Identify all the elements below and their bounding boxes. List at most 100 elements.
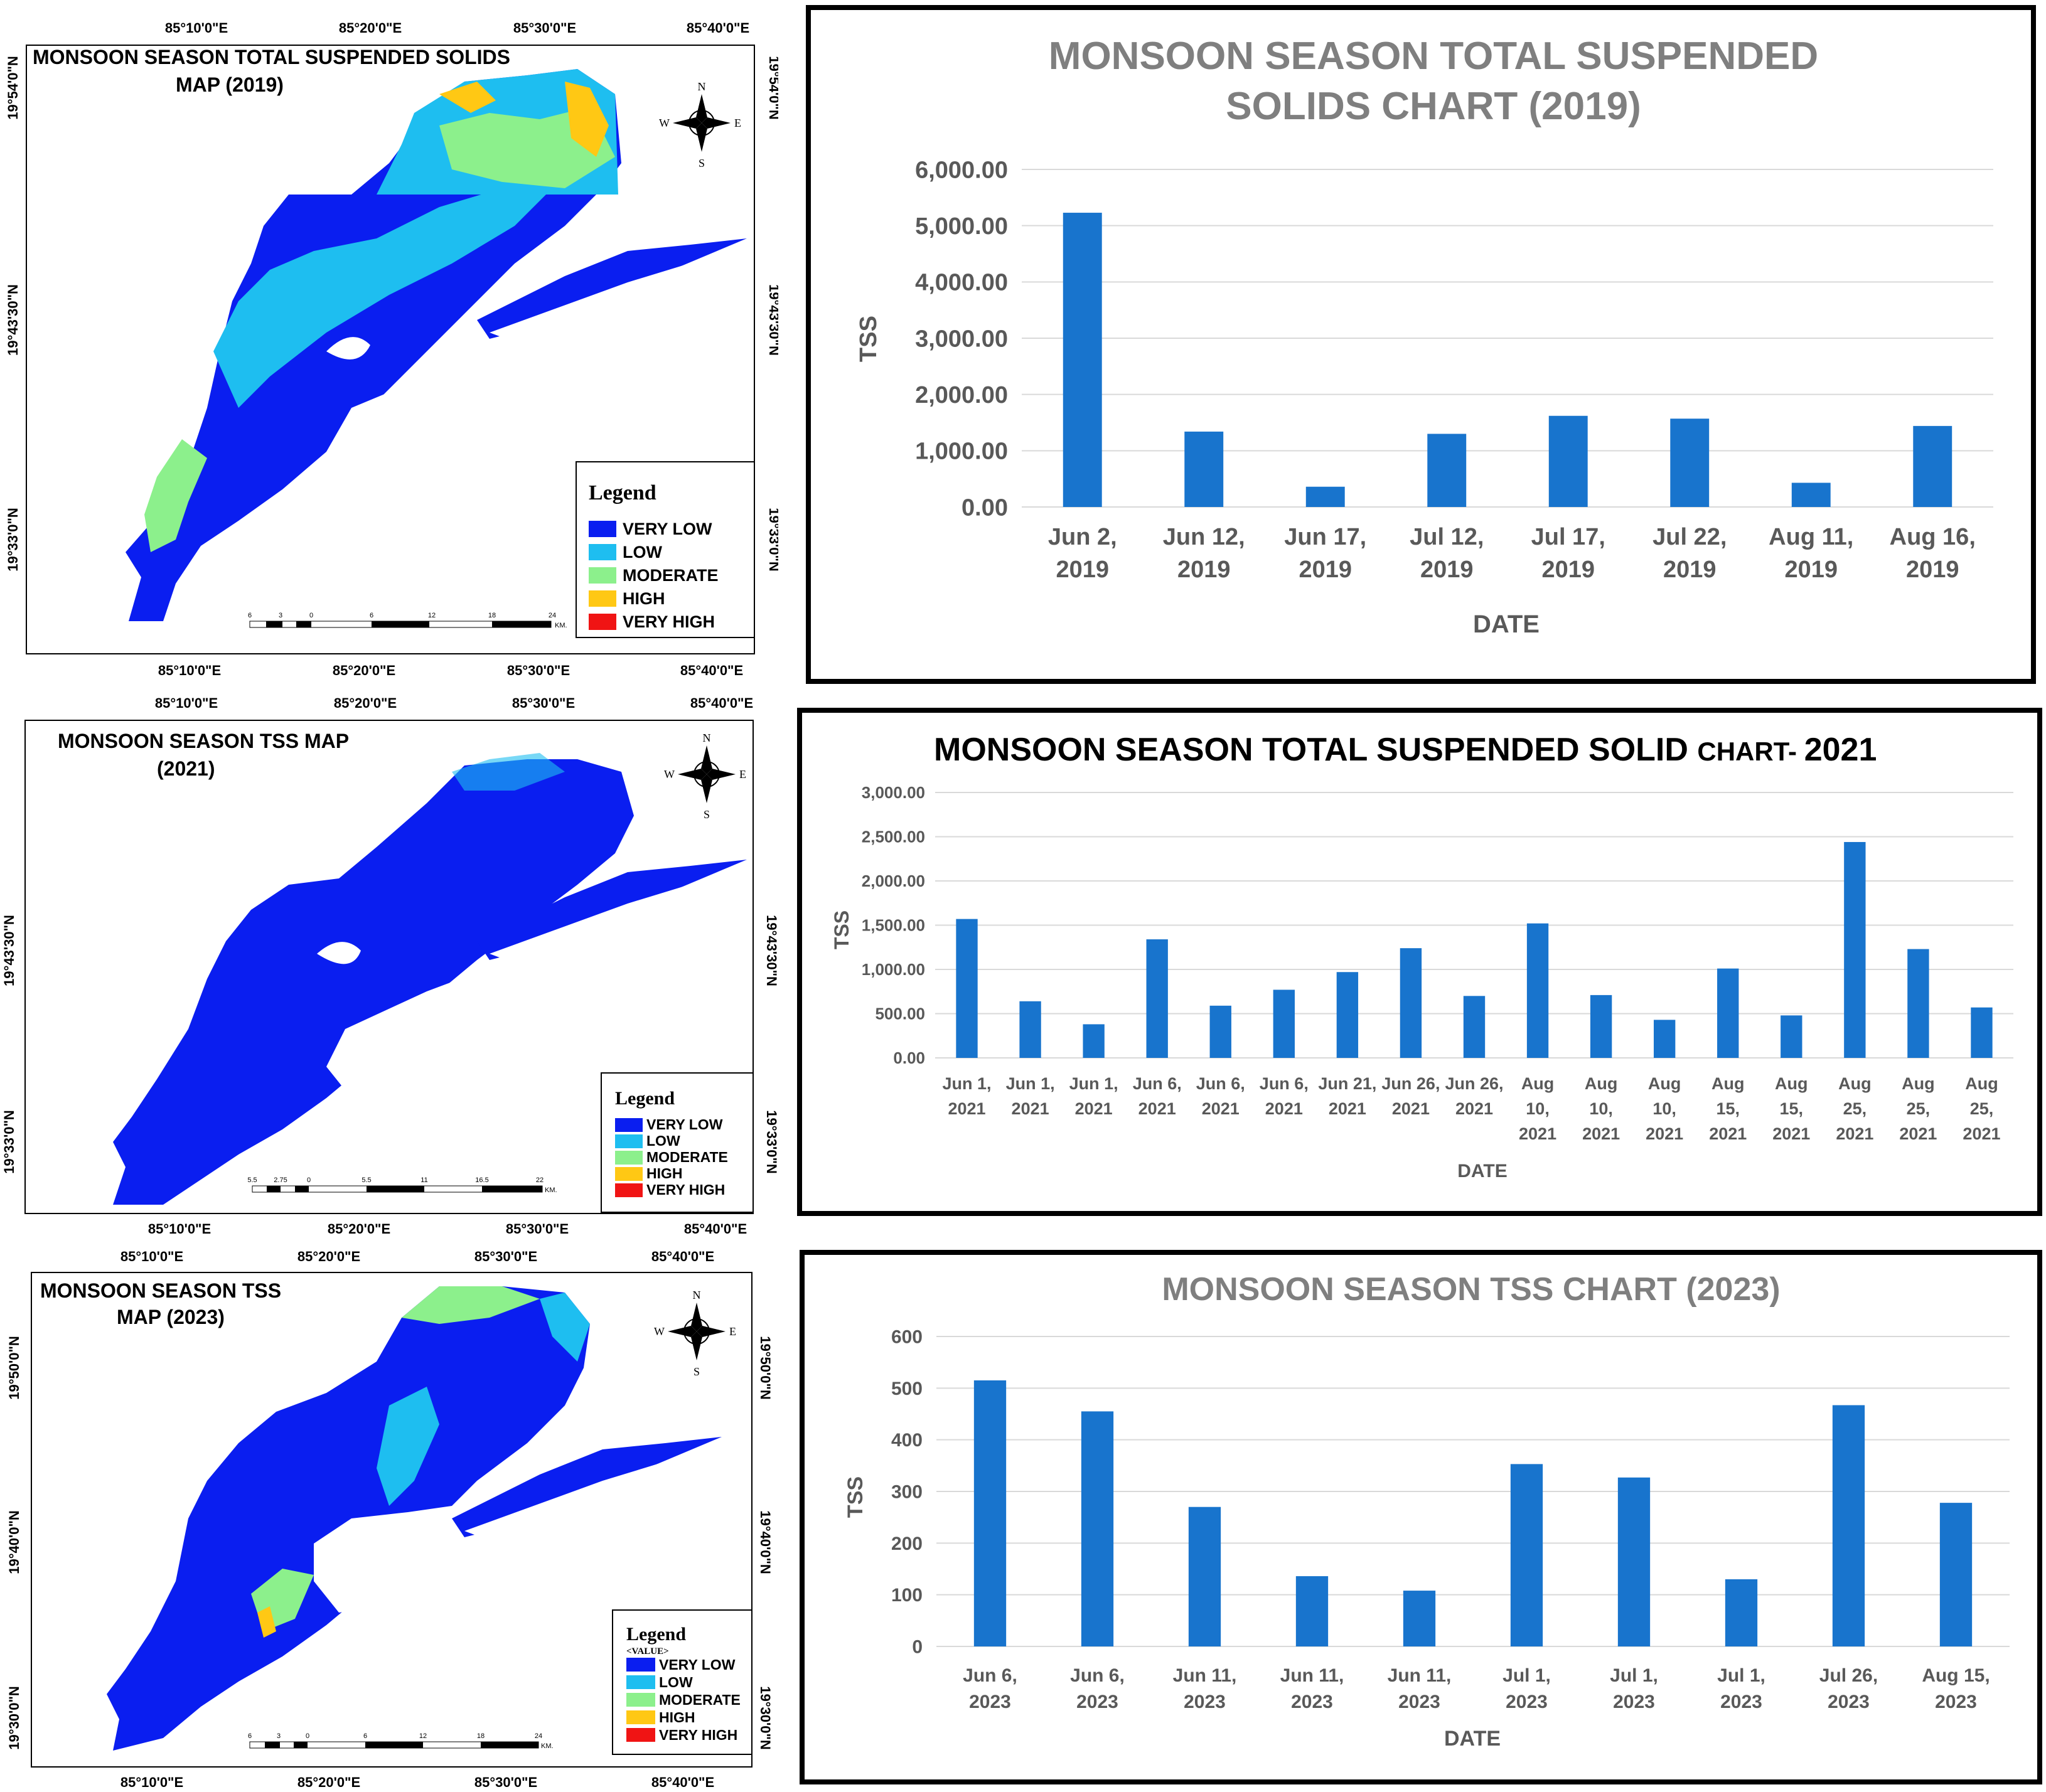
svg-text:S: S [694,1365,700,1378]
x-tick-label: Aug 25, 2021 [1836,1074,1873,1143]
top-lon-label: 85°20'0"E [334,695,397,711]
bar [1653,1020,1676,1058]
right-lat-label: 19°40'0"N [758,1510,773,1574]
svg-text:3: 3 [277,1732,281,1740]
bar [1971,1007,1993,1058]
bar [1907,949,1929,1058]
y-tick-label: 5,000.00 [915,213,1008,240]
y-tick-label: 1,500.00 [862,916,925,935]
x-tick-label: Jun 6, 2023 [1070,1665,1125,1712]
chart-panel-2023: MONSOON SEASON TSS CHART (2023) TSS DATE… [800,1250,2042,1784]
bar [1083,1024,1105,1058]
svg-text:Legend: Legend [589,481,656,504]
right-lat-label: 19°33'0"N [764,1110,778,1174]
y-tick-label: 1,000.00 [862,960,925,979]
y-axis-label: TSS [855,316,882,362]
x-tick-label: Jun 26, 2021 [1381,1074,1440,1118]
svg-text:VERY LOW: VERY LOW [623,520,712,538]
svg-text:S: S [699,157,705,169]
bar [1273,989,1295,1058]
bar [973,1380,1007,1646]
svg-text:LOW: LOW [646,1133,680,1149]
svg-text:KM.: KM. [555,622,567,629]
right-lat-label: 19°50'0"N [758,1336,773,1400]
svg-text:MODERATE: MODERATE [646,1149,728,1165]
bottom-lon-label: 85°40'0"E [680,663,743,678]
svg-text:24: 24 [535,1732,542,1740]
left-lat-label: 19°43'30"N [5,284,21,356]
x-tick-label: Jun 12, 2019 [1163,524,1245,583]
svg-text:HIGH: HIGH [623,589,665,608]
top-lon-label: 85°10'0"E [121,1249,183,1264]
map-panel-2023: 85°10'0"E 85°20'0"E 85°30'0"E 85°40'0"E … [6,1249,773,1790]
svg-text:VERY HIGH: VERY HIGH [623,612,715,631]
svg-text:18: 18 [488,612,496,619]
svg-text:E: E [739,768,746,781]
x-tick-label: Jun 11, 2023 [1388,1665,1452,1712]
x-tick-label: Jun 6, 2021 [1196,1074,1245,1118]
x-tick-label: Aug 15, 2021 [1772,1074,1810,1143]
left-lat-label: 19°33'0"N [5,508,21,572]
x-axis-label: DATE [1444,1727,1501,1751]
svg-text:N: N [698,80,706,93]
top-lon-label: 85°10'0"E [165,20,228,36]
x-tick-label: Aug 10, 2021 [1519,1074,1556,1143]
x-tick-label: Aug 10, 2021 [1646,1074,1683,1143]
x-tick-label: Jul 26, 2023 [1819,1665,1878,1712]
bar [1844,841,1866,1058]
bar [1832,1405,1865,1646]
x-tick-label: Jun 1, 2021 [1006,1074,1055,1118]
scale-bar: 5.5 2.75 0 5.5 11 16.5 22 KM. [247,1176,557,1194]
svg-text:VERY LOW: VERY LOW [646,1116,723,1133]
x-tick-label: Jun 1, 2021 [943,1074,992,1118]
bottom-lon-label: 85°30'0"E [474,1774,537,1790]
svg-text:MONSOON SEASON TOTAL SUSPENDED: MONSOON SEASON TOTAL SUSPENDED SOLIDS [33,46,510,68]
legend-box: Legend <VALUE> VERY LOW LOW MODERATE HIG… [612,1609,753,1755]
svg-text:3: 3 [279,612,282,619]
bar [1081,1411,1114,1646]
svg-text:MONSOON SEASON TOTAL SUSPENDED: MONSOON SEASON TOTAL SUSPENDED [1049,35,1818,78]
left-lat-label: 19°43'30"N [1,915,17,986]
legend-box: Legend VERY LOW LOW MODERATE HIGH VERY H… [601,1072,754,1213]
x-tick-label: Aug 11, 2019 [1769,524,1853,583]
bar [1400,948,1422,1058]
bottom-lon-label: 85°30'0"E [506,1221,569,1237]
svg-text:6: 6 [248,1732,252,1740]
x-tick-label: Jun 17, 2019 [1284,524,1366,583]
svg-text:MONSOON SEASON TSS MAP: MONSOON SEASON TSS MAP [58,730,349,752]
chart-panel-2019: MONSOON SEASON TOTAL SUSPENDED SOLIDS CH… [806,5,2036,684]
chart-title: MONSOON SEASON TSS CHART (2023) [1162,1271,1780,1308]
y-tick-label: 0 [912,1637,923,1658]
x-tick-label: Jul 1, 2023 [1610,1665,1658,1712]
left-lat-label: 19°30'0"N [6,1686,22,1750]
svg-text:MONSOON SEASON TSS: MONSOON SEASON TSS [40,1279,281,1302]
svg-text:Legend: Legend [626,1624,686,1645]
bottom-lon-label: 85°20'0"E [297,1774,360,1790]
svg-text:6: 6 [248,612,252,619]
svg-text:LOW: LOW [659,1674,693,1690]
y-tick-label: 100 [891,1585,923,1606]
bottom-lon-label: 85°30'0"E [507,663,570,678]
bar [1670,419,1710,507]
y-tick-label: 600 [891,1327,923,1348]
svg-text:W: W [654,1325,665,1338]
bottom-lon-label: 85°20'0"E [333,663,395,678]
x-tick-label: Jul 1, 2023 [1717,1665,1765,1712]
x-tick-label: Jun 2, 2019 [1048,524,1117,583]
svg-text:<VALUE>: <VALUE> [626,1646,669,1656]
svg-text:W: W [659,117,670,129]
bar [1548,415,1588,507]
top-lon-label: 85°40'0"E [687,20,749,36]
svg-text:0: 0 [309,612,313,619]
north-arrow: N S E W [664,732,746,821]
bar [1510,1464,1543,1646]
chart-panel-2021: MONSOON SEASON TOTAL SUSPENDED SOLID CHA… [797,708,2042,1216]
svg-text:N: N [703,732,711,744]
svg-text:VERY HIGH: VERY HIGH [646,1181,725,1198]
x-tick-label: Jul 12, 2019 [1410,524,1484,583]
y-tick-label: 0.00 [961,494,1008,521]
bar [1305,486,1345,507]
left-lat-label: 19°50'0"N [6,1336,22,1400]
y-tick-label: 0.00 [893,1048,925,1067]
svg-text:0: 0 [306,1732,309,1740]
